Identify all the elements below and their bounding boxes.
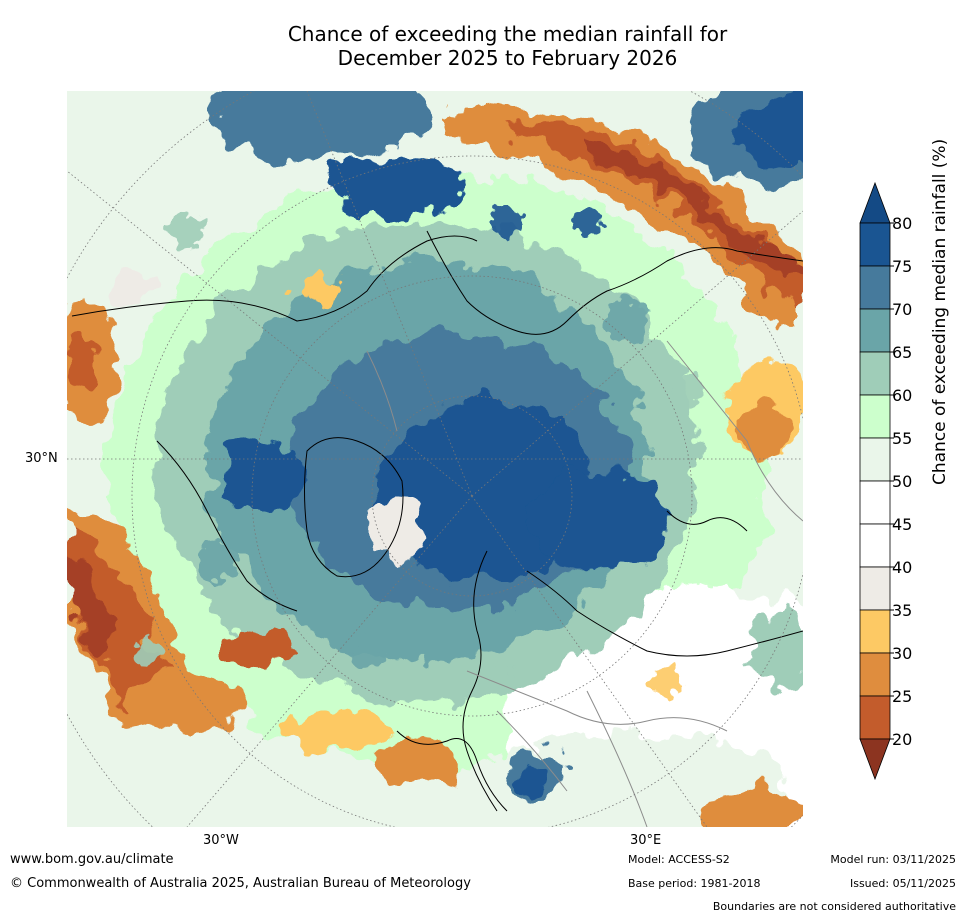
colorbar-tick-label-75: 75 bbox=[892, 257, 912, 276]
colorbar-tick-label-40: 40 bbox=[892, 558, 912, 577]
colorbar-bin-35-40 bbox=[859, 566, 891, 611]
colorbar-bin-60-65 bbox=[859, 351, 891, 396]
colorbar-tick-label-70: 70 bbox=[892, 300, 912, 319]
footer-copyright: © Commonwealth of Australia 2025, Austra… bbox=[10, 876, 471, 891]
lon-label-30w: 30°W bbox=[203, 833, 239, 848]
lat-label-30n: 30°N bbox=[25, 451, 58, 466]
colorbar-tick-label-30: 30 bbox=[892, 644, 912, 663]
footer-boundaries-note: Boundaries are not considered authoritat… bbox=[712, 900, 956, 913]
title-line-2: December 2025 to February 2026 bbox=[337, 46, 678, 70]
colorbar-tick-label-65: 65 bbox=[892, 343, 912, 362]
colorbar-tick-label-35: 35 bbox=[892, 601, 912, 620]
title-line-1: Chance of exceeding the median rainfall … bbox=[287, 22, 728, 46]
footer-base-period: Base period: 1981-2018 bbox=[628, 877, 761, 890]
map-canvas bbox=[67, 91, 803, 827]
colorbar-tick-label-45: 45 bbox=[892, 515, 912, 534]
footer-model-run: Model run: 03/11/2025 bbox=[830, 853, 956, 866]
footer-url[interactable]: www.bom.gov.au/climate bbox=[10, 852, 174, 867]
rainfall-speckles bbox=[133, 205, 721, 699]
colorbar-title: Chance of exceeding median rainfall (%) bbox=[930, 138, 950, 485]
colorbar-bin-65-70 bbox=[859, 308, 891, 353]
graticule bbox=[67, 91, 803, 827]
colorbar-tick-label-80: 80 bbox=[892, 214, 912, 233]
colorbar-bin-20-25 bbox=[859, 695, 891, 740]
colorbar-bin-50-55 bbox=[859, 437, 891, 482]
lon-label-30e: 30°E bbox=[630, 833, 662, 848]
colorbar-bin-30-35 bbox=[859, 609, 891, 654]
colorbar-tick-label-25: 25 bbox=[892, 687, 912, 706]
colorbar-tick-label-50: 50 bbox=[892, 472, 912, 491]
colorbar-bin-25-30 bbox=[859, 652, 891, 697]
colorbar-bin-70-75 bbox=[859, 265, 891, 310]
colorbar-over-triangle bbox=[859, 181, 891, 224]
colorbar-bin-45-50 bbox=[859, 480, 891, 525]
colorbar-bin-40-45 bbox=[859, 523, 891, 568]
colorbar: 80 75 70 65 60 55 50 45 40 35 30 25 20 bbox=[859, 181, 912, 781]
footer-model: Model: ACCESS-S2 bbox=[628, 853, 730, 866]
colorbar-bin-75-80 bbox=[859, 222, 891, 267]
country-boundaries bbox=[366, 340, 803, 827]
colorbar-tick-label-55: 55 bbox=[892, 429, 912, 448]
footer-issued: Issued: 05/11/2025 bbox=[849, 877, 956, 890]
colorbar-tick-label-60: 60 bbox=[892, 386, 912, 405]
map-title: Chance of exceeding the median rainfall … bbox=[140, 22, 875, 70]
colorbar-under-triangle bbox=[859, 738, 891, 781]
rainfall-map bbox=[67, 91, 803, 827]
colorbar-bin-55-60 bbox=[859, 394, 891, 439]
coastlines bbox=[71, 230, 803, 812]
colorbar-tick-label-20: 20 bbox=[892, 730, 912, 749]
